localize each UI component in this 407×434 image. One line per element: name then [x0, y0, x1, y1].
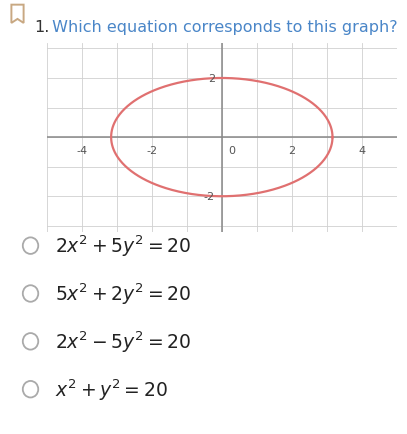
Text: 2: 2	[208, 74, 215, 84]
Text: 4: 4	[358, 146, 365, 156]
Text: $x^2 + y^2 = 20$: $x^2 + y^2 = 20$	[55, 377, 168, 402]
Text: -2: -2	[146, 146, 158, 156]
Text: -2: -2	[204, 192, 215, 202]
Text: 2: 2	[288, 146, 295, 156]
Text: $5x^2 + 2y^2 = 20$: $5x^2 + 2y^2 = 20$	[55, 281, 191, 306]
Text: $2x^2 - 5y^2 = 20$: $2x^2 - 5y^2 = 20$	[55, 329, 191, 354]
Text: 1.: 1.	[35, 20, 50, 34]
Text: Which equation corresponds to this graph?: Which equation corresponds to this graph…	[47, 20, 397, 34]
Text: 0: 0	[228, 146, 235, 156]
Text: -4: -4	[76, 146, 88, 156]
Text: $2x^2 + 5y^2 = 20$: $2x^2 + 5y^2 = 20$	[55, 233, 191, 259]
